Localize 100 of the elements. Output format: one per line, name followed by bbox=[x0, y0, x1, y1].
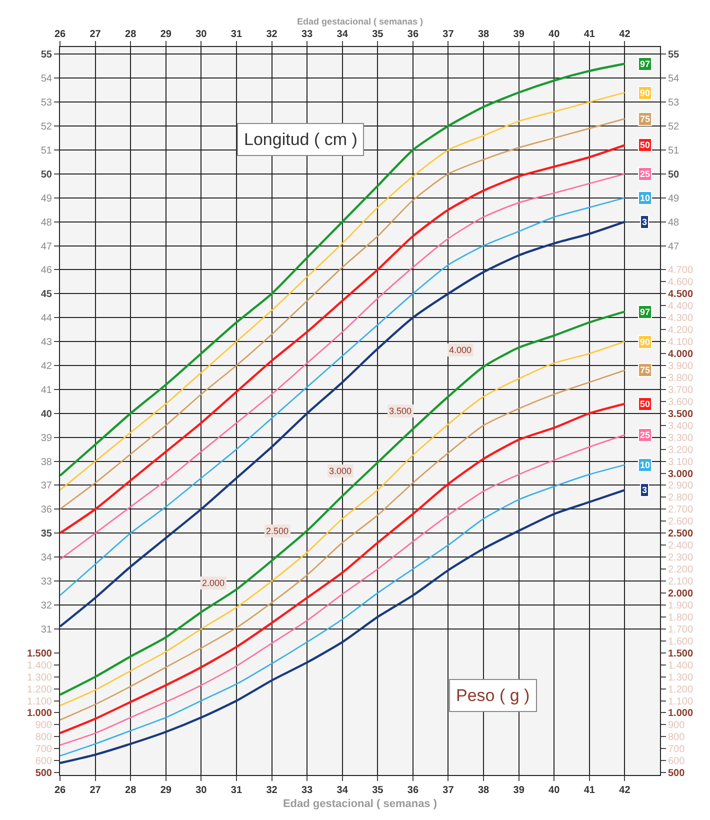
y2-tick-label: 4.300 bbox=[668, 313, 694, 324]
y2-tick-label: 3.500 bbox=[668, 408, 694, 420]
series-label: 25 bbox=[640, 430, 650, 440]
y2-tick-label: 1.500 bbox=[668, 648, 694, 660]
series-label: 75 bbox=[640, 114, 650, 124]
y-tick-label: 54 bbox=[40, 74, 52, 85]
text: 1.000 bbox=[26, 708, 52, 720]
y2-tick-label: 2.100 bbox=[668, 576, 694, 588]
annotation: 2.500 bbox=[266, 526, 289, 536]
y-tick-label: 49 bbox=[40, 193, 52, 204]
text: 800 bbox=[35, 732, 52, 744]
x2-tick-label: 36 bbox=[407, 785, 419, 796]
text: 1.300 bbox=[26, 672, 52, 684]
text: 900 bbox=[35, 720, 52, 732]
y2-tick-label: 2.900 bbox=[668, 480, 694, 492]
y-tick-label: 42 bbox=[40, 361, 52, 372]
x2-tick-label: 34 bbox=[336, 785, 348, 796]
y3-tick-label: 51 bbox=[668, 145, 680, 156]
x-tick-label: 36 bbox=[407, 29, 419, 40]
x-tick-label: 30 bbox=[196, 29, 208, 40]
y2-tick-label: 1.900 bbox=[668, 600, 694, 612]
y-tick-label: 31 bbox=[40, 624, 52, 636]
y2-tick-label: 3.800 bbox=[668, 372, 694, 384]
series-label: 97 bbox=[640, 307, 650, 317]
x2-tick-label: 42 bbox=[619, 785, 631, 796]
y2-tick-label: 2.300 bbox=[668, 552, 694, 564]
y2-tick-label: 3.900 bbox=[668, 361, 694, 372]
text: 700 bbox=[35, 744, 52, 756]
series-label: 25 bbox=[640, 169, 650, 179]
y-tick-label: 44 bbox=[40, 313, 52, 324]
series-label: 97 bbox=[640, 59, 650, 69]
series-label: 50 bbox=[640, 140, 650, 150]
y2-tick-label: 1.400 bbox=[668, 660, 694, 672]
y2-tick-label: 4.100 bbox=[668, 337, 694, 348]
x-axis-title: Edad gestacional ( semanas ) bbox=[282, 798, 438, 810]
y3-tick-label: 55 bbox=[668, 50, 680, 61]
x-tick-label: 42 bbox=[619, 29, 631, 40]
text: 1.400 bbox=[26, 660, 52, 672]
text: 500 bbox=[35, 768, 52, 780]
y2-tick-label: 4.000 bbox=[668, 349, 694, 360]
series-label: 75 bbox=[640, 365, 650, 375]
x-tick-label: 33 bbox=[301, 29, 314, 40]
y2-tick-label: 2.000 bbox=[668, 588, 694, 600]
x2-tick-label: 26 bbox=[54, 785, 66, 796]
x2-tick-label: 39 bbox=[513, 785, 525, 796]
y-tick-label: 41 bbox=[40, 384, 52, 396]
series-label: 10 bbox=[640, 460, 650, 470]
y2-tick-label: 600 bbox=[668, 756, 686, 768]
x2-tick-label: 30 bbox=[196, 785, 208, 796]
x2-tick-label: 40 bbox=[548, 785, 560, 796]
text: 1.100 bbox=[26, 696, 52, 708]
y3-tick-label: 54 bbox=[668, 74, 680, 85]
y-tick-label: 45 bbox=[40, 289, 52, 300]
x-tick-label: 41 bbox=[584, 29, 596, 40]
y2-tick-label: 2.600 bbox=[668, 516, 694, 528]
y2-tick-label: 2.700 bbox=[668, 504, 694, 516]
y2-tick-label: 1.300 bbox=[668, 672, 694, 684]
y3-tick-label: 47 bbox=[668, 241, 680, 252]
y2-tick-label: 900 bbox=[668, 720, 686, 732]
x-tick-label: 32 bbox=[266, 29, 278, 40]
y-tick-label: 35 bbox=[40, 528, 52, 540]
annotation: 4.000 bbox=[449, 345, 472, 355]
x2-tick-label: 41 bbox=[584, 785, 596, 796]
y2-tick-label: 1.200 bbox=[668, 684, 694, 696]
series-label: 3 bbox=[642, 485, 648, 495]
x-tick-label: 38 bbox=[478, 29, 490, 40]
y-tick-label: 40 bbox=[40, 408, 52, 420]
y2-tick-label: 1.800 bbox=[668, 612, 694, 624]
y-tick-label: 55 bbox=[40, 50, 52, 61]
y-tick-label: 37 bbox=[40, 480, 52, 492]
y-tick-label: 53 bbox=[40, 98, 52, 109]
y2-tick-label: 3.300 bbox=[668, 432, 694, 444]
x2-tick-label: 27 bbox=[90, 785, 102, 796]
y-tick-label: 32 bbox=[40, 600, 52, 612]
y2-tick-label: 3.400 bbox=[668, 420, 694, 432]
x-tick-label: 34 bbox=[336, 29, 348, 40]
x2-tick-label: 32 bbox=[266, 785, 278, 796]
x2-tick-label: 35 bbox=[372, 785, 384, 796]
y-tick-label: 34 bbox=[40, 552, 52, 564]
y2-tick-label: 2.800 bbox=[668, 492, 694, 504]
series-label: 10 bbox=[640, 193, 650, 203]
x-tick-label: 37 bbox=[442, 29, 454, 40]
y2-tick-label: 4.700 bbox=[668, 265, 694, 276]
annotation: Peso ( g ) bbox=[456, 686, 530, 705]
x2-axis-title: Edad gestacional ( semanas ) bbox=[296, 16, 424, 26]
y3-tick-label: 48 bbox=[668, 217, 680, 228]
x2-tick-label: 38 bbox=[478, 785, 490, 796]
x2-tick-label: 37 bbox=[442, 785, 454, 796]
series-label: 50 bbox=[640, 399, 650, 409]
x2-tick-label: 29 bbox=[160, 785, 172, 796]
y2-tick-label: 3.000 bbox=[668, 468, 694, 480]
y-tick-label: 51 bbox=[40, 145, 52, 156]
text: 600 bbox=[35, 756, 52, 768]
y2-tick-label: 1.000 bbox=[668, 708, 694, 720]
y-tick-label: 36 bbox=[40, 504, 52, 516]
text: 1.200 bbox=[26, 684, 52, 696]
y2-tick-label: 3.600 bbox=[668, 396, 694, 408]
y2-tick-label: 800 bbox=[668, 732, 686, 744]
x2-tick-label: 31 bbox=[230, 785, 242, 796]
y2-tick-label: 4.600 bbox=[668, 277, 694, 288]
